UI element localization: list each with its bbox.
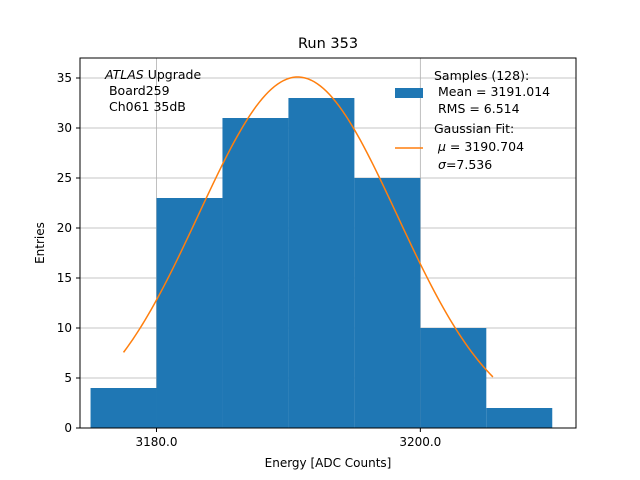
legend-samples-rms: RMS = 6.514 xyxy=(434,101,520,116)
atlas-annotation: ATLAS Upgrade Board259 Ch061 35dB xyxy=(104,67,201,114)
annotation-upgrade: Upgrade xyxy=(144,67,202,82)
legend-samples-patch xyxy=(395,88,423,98)
histogram-bar xyxy=(222,118,289,428)
legend-mu-value: = 3190.704 xyxy=(446,139,524,154)
annotation-board: Board259 xyxy=(105,83,170,98)
y-tick-label: 20 xyxy=(57,221,72,235)
histogram-bar xyxy=(486,408,553,428)
annotation-channel: Ch061 35dB xyxy=(105,99,186,114)
histogram-bar xyxy=(156,198,223,428)
legend-fit-sigma: σ=7.536 xyxy=(438,157,492,172)
histogram-bar xyxy=(90,388,157,428)
y-tick-label: 35 xyxy=(57,71,72,85)
x-axis-ticks: 3180.0 3200.0 xyxy=(136,428,441,449)
annotation-atlas: ATLAS xyxy=(104,67,144,82)
y-tick-label: 15 xyxy=(57,271,72,285)
legend-sigma-symbol: σ xyxy=(438,157,447,172)
histogram-bar xyxy=(288,98,355,428)
legend: Samples (128): Mean = 3191.014 RMS = 6.5… xyxy=(395,68,550,172)
x-tick-label: 3200.0 xyxy=(399,435,441,449)
y-tick-label: 30 xyxy=(57,121,72,135)
legend-fit-title: Gaussian Fit: xyxy=(434,121,514,136)
legend-sigma-value: =7.536 xyxy=(446,157,492,172)
histogram-bars xyxy=(90,98,553,428)
histogram-bar xyxy=(354,178,421,428)
legend-samples-mean: Mean = 3191.014 xyxy=(434,84,550,99)
annotation-line-1: ATLAS Upgrade xyxy=(104,67,201,82)
x-axis-label: Energy [ADC Counts] xyxy=(265,456,392,470)
fit-curve xyxy=(122,76,494,378)
legend-samples-title: Samples (128): xyxy=(434,68,529,83)
x-tick-label: 3180.0 xyxy=(136,435,178,449)
y-axis-label: Entries xyxy=(33,222,47,264)
y-tick-label: 5 xyxy=(64,371,72,385)
y-tick-label: 25 xyxy=(57,171,72,185)
legend-mu-symbol: μ xyxy=(437,139,446,154)
gaussian-fit xyxy=(122,76,494,378)
legend-fit-mu: μ = 3190.704 xyxy=(437,139,524,154)
y-tick-label: 10 xyxy=(57,321,72,335)
y-tick-label: 0 xyxy=(64,421,72,435)
histogram-bar xyxy=(420,328,487,428)
y-axis-ticks: 0 5 10 15 20 25 30 35 xyxy=(57,71,80,435)
chart-title: Run 353 xyxy=(298,36,358,52)
plot-frame xyxy=(79,57,577,429)
